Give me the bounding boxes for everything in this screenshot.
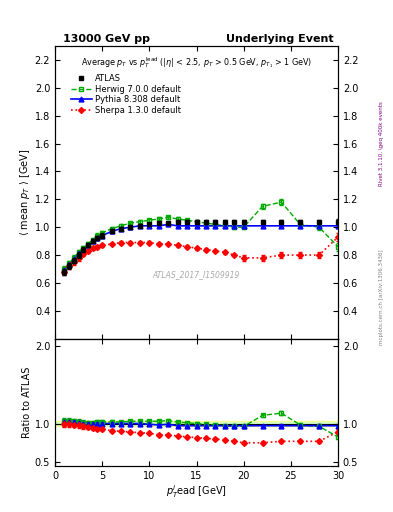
Bar <box>55 422 338 424</box>
Text: ATLAS_2017_I1509919: ATLAS_2017_I1509919 <box>153 270 240 279</box>
Text: 13000 GeV pp: 13000 GeV pp <box>63 33 150 44</box>
Y-axis label: Ratio to ATLAS: Ratio to ATLAS <box>22 367 32 438</box>
Text: Rivet 3.1.10, \geq 400k events: Rivet 3.1.10, \geq 400k events <box>379 101 384 186</box>
X-axis label: $p_T^l$ead [GeV]: $p_T^l$ead [GeV] <box>166 483 227 500</box>
Y-axis label: $\langle$ mean $p_T$ $\rangle$ [GeV]: $\langle$ mean $p_T$ $\rangle$ [GeV] <box>18 148 32 236</box>
Bar <box>55 421 338 426</box>
Text: Average $p_T$ vs $p_T^{\mathregular{lead}}$ ($|\eta|$ < 2.5, $p_T$ > 0.5 GeV, $p: Average $p_T$ vs $p_T^{\mathregular{lead… <box>81 55 312 70</box>
Text: Underlying Event: Underlying Event <box>226 33 334 44</box>
Legend: ATLAS, Herwig 7.0.0 default, Pythia 8.308 default, Sherpa 1.3.0 default: ATLAS, Herwig 7.0.0 default, Pythia 8.30… <box>68 71 184 118</box>
Text: mcplots.cern.ch [arXiv:1306.3436]: mcplots.cern.ch [arXiv:1306.3436] <box>379 249 384 345</box>
